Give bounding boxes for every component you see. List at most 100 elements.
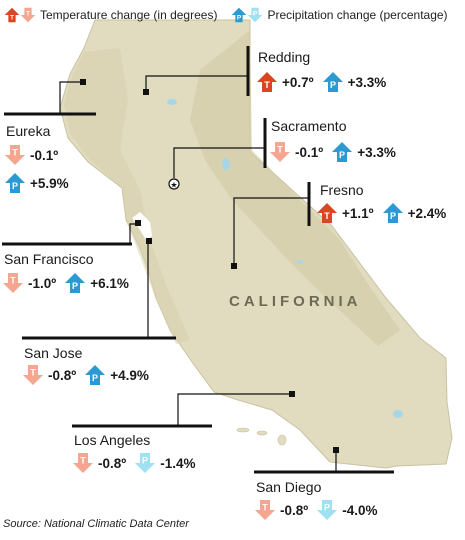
temp-down-icon: T [269, 141, 291, 163]
temperature-change: -1.0º [28, 275, 57, 291]
city-name-san-francisco: San Francisco [4, 251, 94, 267]
capital-star-marker [168, 178, 180, 190]
precip-down-icon: P [134, 452, 156, 474]
svg-text:★: ★ [170, 181, 177, 190]
mountain-shading [190, 30, 400, 346]
precip-up-icon: P [231, 7, 247, 23]
precipitation-change: +3.3% [347, 74, 387, 90]
temp-down-icon: T [22, 364, 44, 386]
svg-text:P: P [12, 181, 18, 191]
legend-temperature-label: Temperature change (in degrees) [40, 8, 218, 22]
island [277, 434, 287, 446]
city-name-san-jose: San Jose [24, 345, 83, 361]
precip-up-icon: P [331, 141, 353, 163]
fresno-callout [231, 182, 311, 269]
coast-range-shading [64, 48, 190, 344]
temperature-change: -0.8º [48, 367, 77, 383]
temperature-change: -0.1º [30, 147, 59, 163]
precipitation-change: +6.1% [90, 275, 129, 291]
svg-text:T: T [10, 14, 14, 21]
temp-down-icon: T [20, 7, 36, 23]
island [236, 427, 250, 433]
precip-down-icon: P [316, 499, 338, 521]
redding-callout [143, 46, 250, 96]
precip-up-icon: P [84, 364, 106, 386]
fresno-marker [231, 263, 237, 269]
precip-up-icon: P [4, 172, 26, 194]
lake-shape [393, 410, 403, 418]
legend: T T Temperature change (in degrees) P P … [4, 4, 462, 26]
svg-text:P: P [237, 14, 242, 21]
svg-text:P: P [142, 456, 148, 466]
san-diego-callout [254, 447, 394, 474]
precipitation-change: +5.9% [30, 175, 69, 191]
temp-down-icon: T [4, 144, 26, 166]
precipitation-change: -1.4% [160, 455, 196, 471]
svg-text:P: P [339, 150, 345, 160]
city-values-san-jose: T -0.8º P +4.9% [22, 364, 157, 386]
city-values-redding: T +0.7º P +3.3% [256, 71, 394, 93]
city-values-fresno: T +1.1º P +2.4% [316, 202, 454, 224]
city-values-sacramento: T -0.1º P +3.3% [269, 141, 404, 163]
city-name-los-angeles: Los Angeles [74, 432, 151, 448]
temperature-change: -0.8º [98, 455, 127, 471]
san-diego-marker [333, 447, 339, 453]
svg-text:T: T [10, 276, 16, 286]
eureka-callout [4, 79, 96, 116]
temperature-change: +0.7º [282, 74, 314, 90]
precip-up-icon: P [322, 71, 344, 93]
san-jose-callout [22, 238, 176, 340]
island [256, 430, 268, 436]
california-land [59, 19, 453, 469]
temp-down-icon: T [72, 452, 94, 474]
svg-text:T: T [262, 503, 268, 513]
svg-text:T: T [324, 211, 330, 221]
precipitation-change: +4.9% [110, 367, 149, 383]
svg-text:P: P [324, 503, 330, 513]
eureka-marker [80, 79, 86, 85]
los-angeles-marker [289, 391, 295, 397]
svg-text:T: T [264, 80, 270, 90]
lake-tahoe [222, 158, 230, 170]
precip-up-icon: P [64, 272, 86, 294]
svg-text:P: P [72, 281, 78, 291]
san-francisco-callout [2, 220, 141, 246]
city-values-san-francisco: T -1.0º P +6.1% [2, 272, 137, 294]
temp-down-icon: T [2, 272, 24, 294]
svg-text:T: T [26, 10, 30, 17]
precipitation-change: +2.4% [407, 205, 447, 221]
svg-text:T: T [80, 456, 86, 466]
city-values-los-angeles: T -0.8º P -1.4% [72, 452, 203, 474]
state-label: CALIFORNIA [229, 293, 362, 310]
temperature-change: -0.1º [295, 144, 324, 160]
redding-marker [143, 89, 149, 95]
temp-down-icon: T [254, 499, 276, 521]
san-jose-marker [146, 238, 152, 244]
los-angeles-callout [72, 391, 295, 428]
city-name-fresno: Fresno [320, 182, 364, 198]
san-francisco-marker [135, 220, 141, 226]
svg-text:T: T [12, 148, 18, 158]
temperature-change: -0.8º [280, 502, 309, 518]
city-values-san-diego: T -0.8º P -4.0% [254, 499, 385, 521]
city-values-eureka-precip: P +5.9% [4, 172, 77, 194]
city-name-eureka: Eureka [6, 123, 51, 139]
precip-down-icon: P [247, 7, 263, 23]
legend-precipitation-label: Precipitation change (percentage) [267, 8, 448, 22]
precipitation-change: -4.0% [342, 502, 378, 518]
precipitation-change: +3.3% [357, 144, 396, 160]
city-values-eureka-temp: T -0.1º [4, 144, 66, 166]
sacramento-callout: ★ [168, 118, 267, 190]
city-name-redding: Redding [258, 49, 311, 65]
svg-text:P: P [330, 80, 336, 90]
source-note: Source: National Climatic Data Center [3, 518, 189, 530]
lake-shape [167, 99, 177, 105]
lake-shape [297, 260, 303, 264]
svg-text:P: P [92, 373, 98, 383]
san-francisco-bay [132, 212, 152, 240]
city-name-sacramento: Sacramento [271, 118, 347, 134]
temp-up-icon: T [256, 71, 278, 93]
svg-text:T: T [30, 368, 36, 378]
svg-text:P: P [390, 211, 396, 221]
